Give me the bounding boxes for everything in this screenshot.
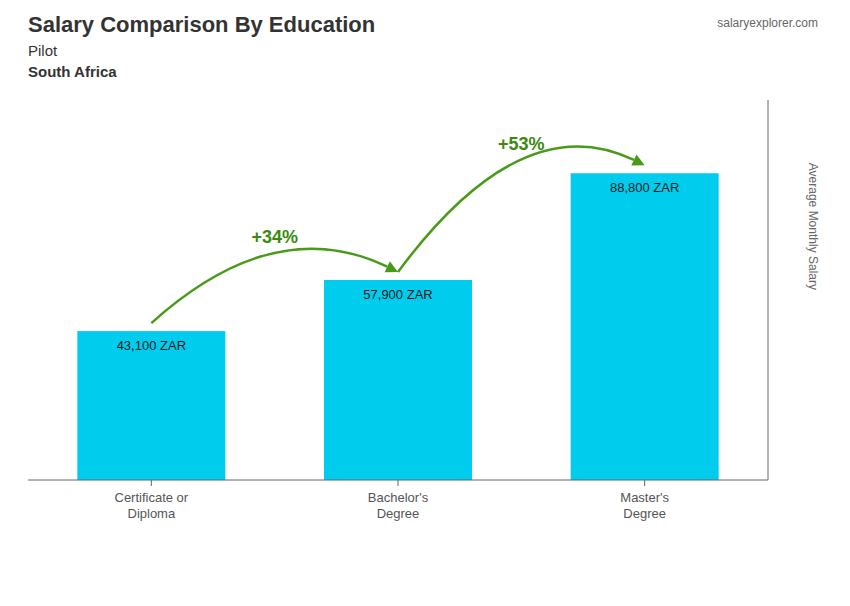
html-text:salaryexplorer.com: salaryexplorer.com xyxy=(717,16,818,30)
svg-text:Master'sDegree: Master'sDegree xyxy=(620,490,669,521)
svg-text:57,900 ZAR: 57,900 ZAR xyxy=(363,287,432,302)
svg-text:+53%: +53% xyxy=(498,134,545,154)
svg-text:Certificate orDiploma: Certificate orDiploma xyxy=(114,490,188,521)
html-text:Salary Comparison By Education: Salary Comparison By Education xyxy=(28,12,376,37)
svg-text:+34%: +34% xyxy=(251,227,298,247)
html-text:South Africa: South Africa xyxy=(28,63,117,80)
html-text:Pilot: Pilot xyxy=(28,42,58,59)
svg-text:Bachelor'sDegree: Bachelor'sDegree xyxy=(368,490,429,521)
svg-text:Average Monthly Salary: Average Monthly Salary xyxy=(806,163,820,290)
svg-text:43,100 ZAR: 43,100 ZAR xyxy=(117,338,186,353)
svg-text:88,800 ZAR: 88,800 ZAR xyxy=(610,180,679,195)
